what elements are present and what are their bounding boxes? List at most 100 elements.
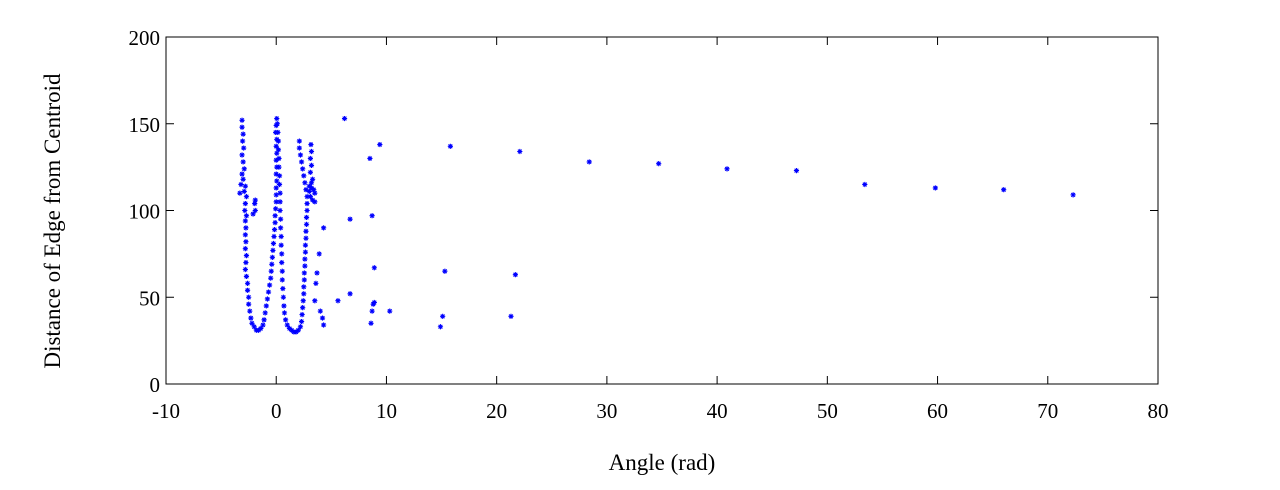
data-point [239, 171, 245, 177]
data-point [312, 199, 318, 205]
data-point [279, 251, 285, 257]
data-point [369, 213, 375, 219]
data-point [301, 277, 307, 283]
x-tick-label: 40 [707, 399, 728, 423]
data-point [312, 298, 318, 304]
data-point [282, 317, 289, 323]
data-point [273, 185, 279, 191]
data-point [264, 296, 271, 302]
data-point [314, 270, 320, 276]
data-point [308, 148, 315, 155]
data-point [243, 259, 249, 266]
data-point [656, 161, 662, 167]
data-point [241, 166, 247, 172]
data-point [239, 152, 245, 158]
data-point [377, 141, 383, 148]
data-point [279, 259, 285, 266]
data-point [252, 197, 258, 203]
data-point [237, 190, 243, 196]
data-point [316, 251, 322, 257]
data-point [271, 226, 278, 233]
data-point [793, 167, 800, 174]
data-point [244, 287, 251, 293]
data-point [251, 324, 257, 330]
data-point [269, 254, 275, 260]
data-point [271, 233, 277, 240]
data-point [260, 322, 266, 328]
data-point [277, 207, 283, 214]
data-point [303, 228, 309, 234]
data-point [273, 199, 279, 205]
x-tick-label: 60 [927, 399, 948, 423]
data-point [296, 145, 302, 151]
data-point [270, 240, 277, 247]
data-point [508, 313, 514, 319]
y-tick-label: 0 [150, 373, 161, 397]
data-point [370, 301, 376, 307]
data-point [274, 115, 280, 122]
data-point [308, 141, 314, 148]
data-point [512, 272, 519, 278]
data-point [319, 315, 326, 321]
data-point [724, 166, 730, 172]
data-point [276, 164, 282, 170]
data-point [317, 308, 323, 314]
data-point [517, 148, 523, 155]
x-tick-label: 30 [596, 399, 617, 423]
data-point [274, 121, 280, 127]
data-point [286, 325, 293, 332]
data-point [269, 261, 275, 267]
data-point [309, 197, 316, 203]
y-tick-label: 100 [129, 200, 161, 224]
data-point [281, 310, 288, 316]
data-point [300, 166, 306, 172]
data-point [306, 188, 312, 195]
data-point [440, 313, 446, 319]
data-point [304, 207, 310, 214]
data-point [273, 171, 279, 177]
data-point [240, 138, 246, 144]
data-point [242, 266, 248, 273]
data-point [312, 190, 318, 196]
x-tick-label: 20 [486, 399, 507, 423]
data-point [239, 117, 245, 123]
data-point [321, 225, 327, 231]
data-point [242, 218, 248, 224]
data-point [293, 329, 299, 335]
data-point [258, 325, 264, 332]
data-point [301, 173, 307, 179]
data-point [250, 211, 256, 217]
data-point [387, 308, 393, 314]
data-point [302, 256, 308, 262]
data-point [240, 159, 246, 165]
data-point [265, 289, 272, 295]
data-point [273, 143, 279, 149]
x-tick-labels: -10 0 10 20 30 40 50 60 70 80 [152, 399, 1169, 423]
data-point [307, 155, 313, 162]
data-point [243, 273, 250, 280]
data-point [252, 207, 258, 214]
data-point [862, 181, 868, 188]
data-point [313, 280, 319, 286]
data-point [284, 322, 290, 328]
x-tick-label: 80 [1148, 399, 1169, 423]
data-point [299, 312, 305, 318]
data-point [447, 143, 453, 149]
data-point [1070, 192, 1076, 198]
data-point [242, 200, 248, 207]
data-point [298, 318, 305, 325]
data-point [275, 129, 281, 136]
data-point [297, 324, 304, 330]
data-point [341, 115, 348, 122]
data-point [273, 206, 279, 212]
y-tick-label: 50 [139, 286, 160, 310]
data-point [303, 235, 309, 241]
data-point [303, 214, 310, 221]
y-axis-label: Distance of Edge from Centroid [40, 73, 65, 369]
data-point [278, 216, 284, 222]
data-point [252, 200, 258, 207]
data-point [289, 327, 295, 333]
data-point [239, 124, 245, 130]
data-point [273, 157, 279, 163]
data-point [238, 181, 244, 188]
